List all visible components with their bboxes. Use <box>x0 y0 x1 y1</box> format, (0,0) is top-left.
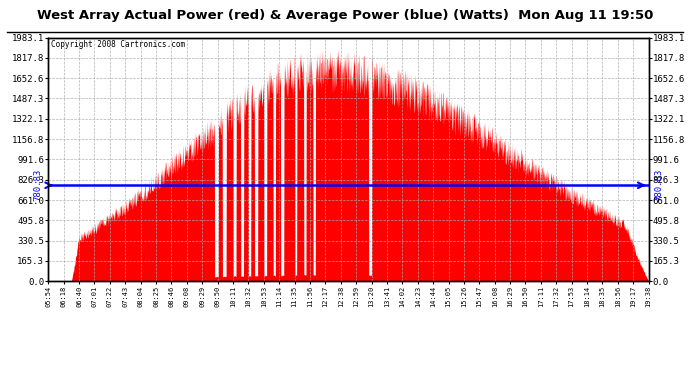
Text: Copyright 2008 Cartronics.com: Copyright 2008 Cartronics.com <box>51 40 186 49</box>
Text: West Array Actual Power (red) & Average Power (blue) (Watts)  Mon Aug 11 19:50: West Array Actual Power (red) & Average … <box>37 9 653 22</box>
Text: 780.83: 780.83 <box>655 169 664 201</box>
Text: 780.83: 780.83 <box>33 169 42 201</box>
